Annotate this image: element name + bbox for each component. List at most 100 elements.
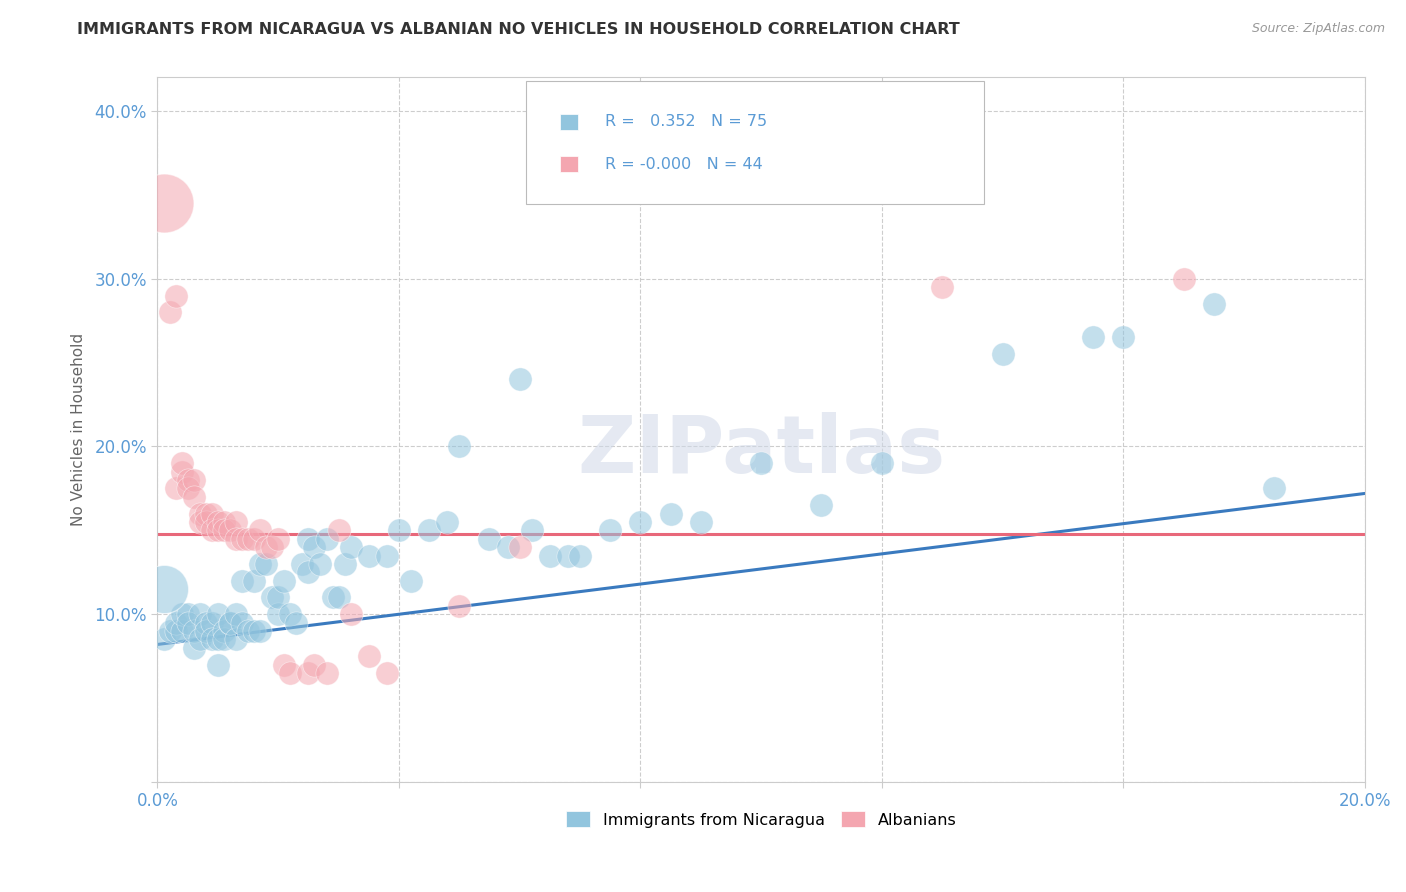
Point — [212, 632, 235, 647]
Point — [159, 305, 181, 319]
Point — [231, 615, 253, 630]
Point — [183, 640, 205, 655]
Point — [991, 347, 1014, 361]
Point — [225, 607, 247, 622]
Point — [188, 507, 211, 521]
Point — [165, 615, 187, 630]
Point — [254, 540, 277, 554]
Point — [170, 607, 193, 622]
Point — [165, 482, 187, 496]
Point — [176, 473, 198, 487]
Point — [219, 615, 242, 630]
Point — [496, 540, 519, 554]
Point — [219, 524, 242, 538]
Point — [297, 566, 319, 580]
Point — [267, 591, 290, 605]
Point — [297, 665, 319, 680]
Point — [170, 465, 193, 479]
Point — [243, 532, 266, 546]
Point — [219, 615, 242, 630]
Point — [322, 591, 344, 605]
Point — [520, 524, 543, 538]
Point — [278, 665, 301, 680]
Point — [375, 549, 398, 563]
FancyBboxPatch shape — [526, 81, 984, 204]
Point — [254, 557, 277, 571]
Point — [339, 540, 361, 554]
Point — [333, 557, 356, 571]
Point — [201, 632, 224, 647]
Text: R =   0.352   N = 75: R = 0.352 N = 75 — [606, 114, 768, 129]
Point — [165, 288, 187, 302]
Point — [201, 524, 224, 538]
Point — [267, 607, 290, 622]
Point — [315, 532, 337, 546]
Legend: Immigrants from Nicaragua, Albanians: Immigrants from Nicaragua, Albanians — [560, 805, 963, 834]
Point — [176, 607, 198, 622]
Point — [165, 624, 187, 638]
Point — [159, 624, 181, 638]
Point — [207, 524, 229, 538]
Point — [231, 532, 253, 546]
Point — [278, 607, 301, 622]
Point — [183, 473, 205, 487]
Point — [249, 624, 271, 638]
Point — [201, 615, 224, 630]
Bar — [560, 114, 578, 129]
Point — [152, 632, 174, 647]
Point — [628, 515, 651, 529]
Point — [243, 574, 266, 588]
Point — [243, 624, 266, 638]
Point — [170, 456, 193, 470]
Point — [304, 657, 326, 672]
Point — [207, 632, 229, 647]
Point — [207, 515, 229, 529]
Point — [1202, 297, 1225, 311]
Point — [870, 456, 893, 470]
Point — [659, 507, 682, 521]
Point — [375, 665, 398, 680]
Point — [357, 649, 380, 664]
Point — [388, 524, 411, 538]
Point — [328, 524, 350, 538]
Point — [176, 482, 198, 496]
Point — [207, 607, 229, 622]
Point — [297, 532, 319, 546]
Point — [194, 515, 217, 529]
Point — [249, 557, 271, 571]
Point — [225, 515, 247, 529]
Point — [1173, 271, 1195, 285]
Point — [399, 574, 422, 588]
Point — [1263, 482, 1285, 496]
Point — [315, 665, 337, 680]
Point — [249, 524, 271, 538]
Point — [309, 557, 332, 571]
Point — [509, 372, 531, 386]
Point — [262, 591, 284, 605]
Point — [810, 498, 832, 512]
Point — [231, 574, 253, 588]
Point — [170, 624, 193, 638]
Point — [183, 490, 205, 504]
Point — [557, 549, 579, 563]
Point — [273, 574, 295, 588]
Point — [225, 532, 247, 546]
Point — [194, 624, 217, 638]
Point — [188, 632, 211, 647]
Point — [194, 507, 217, 521]
Point — [273, 657, 295, 672]
Point — [236, 532, 259, 546]
Point — [262, 540, 284, 554]
Point — [212, 624, 235, 638]
Point — [1112, 330, 1135, 344]
Point — [339, 607, 361, 622]
Point — [931, 280, 953, 294]
Point — [1081, 330, 1104, 344]
Point — [188, 607, 211, 622]
Point — [152, 582, 174, 596]
Point — [285, 615, 308, 630]
Point — [176, 615, 198, 630]
Point — [418, 524, 440, 538]
Point — [509, 540, 531, 554]
Point — [357, 549, 380, 563]
